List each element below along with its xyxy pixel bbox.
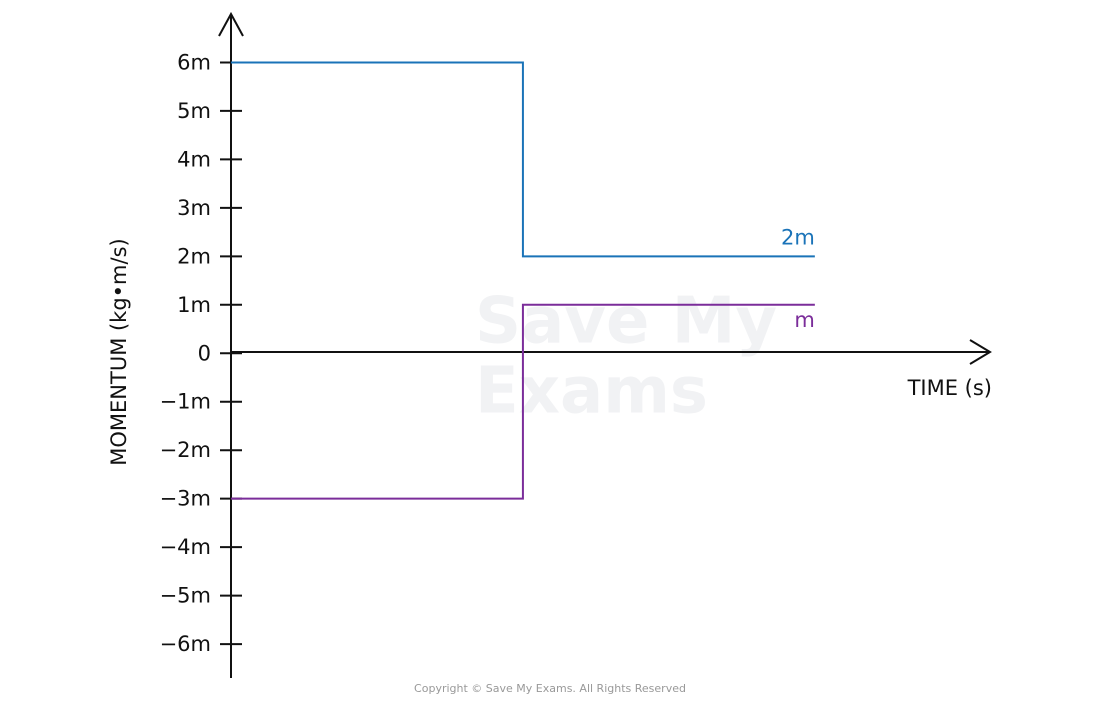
y-tick-label: −2m <box>160 438 211 462</box>
x-axis <box>231 339 992 365</box>
series-line <box>231 303 815 500</box>
y-tick-label: 3m <box>177 196 211 220</box>
y-tick-label: 4m <box>177 147 211 171</box>
y-tick-label: 6m <box>177 50 211 74</box>
y-tick-label: 2m <box>177 244 211 268</box>
y-tick-label: −4m <box>160 535 211 559</box>
y-axis-label: MOMENTUM (kg•m/s) <box>107 238 131 465</box>
series-line <box>231 61 815 258</box>
copyright: Copyright © Save My Exams. All Rights Re… <box>414 682 686 695</box>
y-tick-label: −5m <box>160 584 211 608</box>
series-label: m <box>794 308 814 332</box>
watermark: Exams <box>475 355 708 429</box>
y-tick-label: 1m <box>177 293 211 317</box>
y-axis <box>218 11 244 678</box>
y-tick-label: −1m <box>160 390 211 414</box>
y-tick-label: 5m <box>177 99 211 123</box>
series-label: 2m <box>781 225 815 249</box>
x-axis-label: TIME (s) <box>907 376 992 400</box>
watermark: Save My <box>475 285 777 359</box>
y-tick-label: −6m <box>160 632 211 656</box>
y-tick-label: −3m <box>160 487 211 511</box>
y-tick-label: 0 <box>198 341 211 365</box>
